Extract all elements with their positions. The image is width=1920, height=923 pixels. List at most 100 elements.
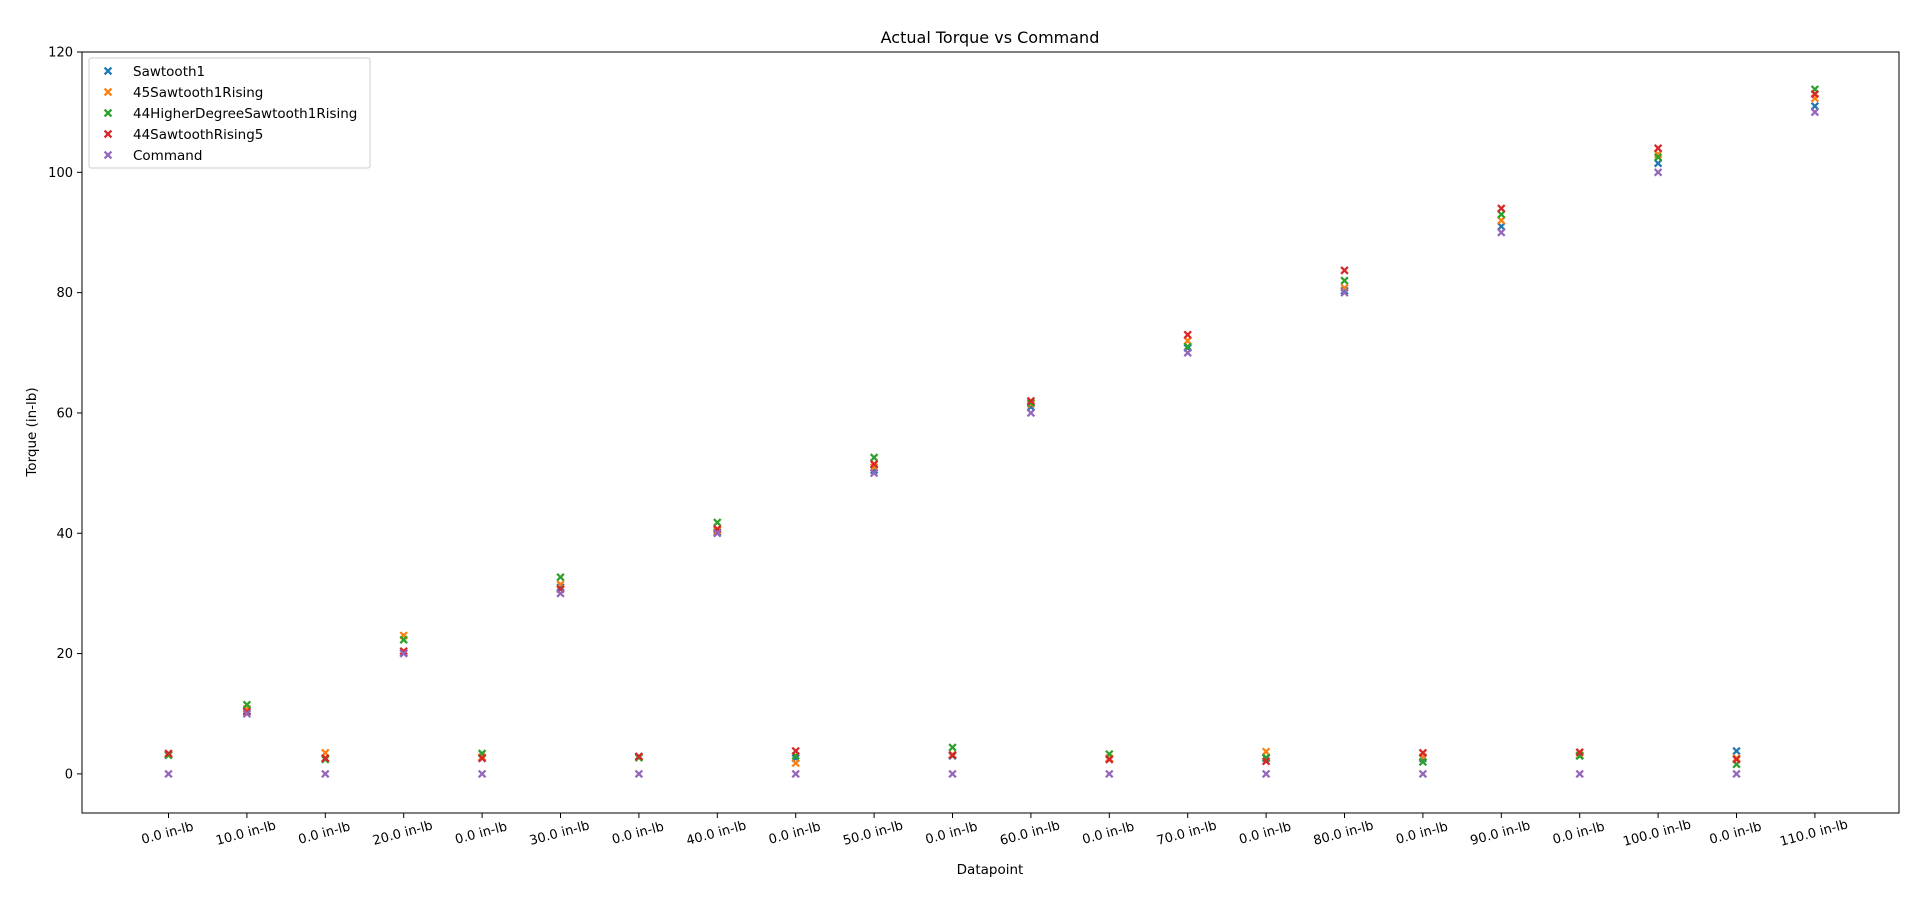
data-point bbox=[556, 589, 565, 598]
data-point bbox=[1183, 348, 1192, 357]
data-point bbox=[791, 758, 800, 768]
legend-marker bbox=[103, 66, 113, 76]
data-point bbox=[1653, 168, 1663, 177]
data-point bbox=[321, 769, 330, 779]
data-point bbox=[242, 707, 252, 717]
legend-marker bbox=[103, 87, 113, 97]
data-point bbox=[164, 749, 173, 758]
legend-entry: 44SawtoothRising5 bbox=[133, 127, 263, 143]
data-point bbox=[634, 752, 644, 761]
legend-entry: Command bbox=[133, 148, 202, 164]
x-tick-label: 50.0 in-lb bbox=[842, 818, 905, 848]
x-tick-label: 0.0 in-lb bbox=[767, 819, 822, 847]
y-tick-label: 120 bbox=[48, 46, 73, 61]
data-point bbox=[1340, 276, 1349, 285]
x-tick-label: 10.0 in-lb bbox=[214, 818, 277, 848]
data-point bbox=[948, 743, 957, 752]
data-point bbox=[1810, 101, 1820, 111]
y-tick-label: 100 bbox=[48, 166, 73, 181]
x-tick-label: 0.0 in-lb bbox=[297, 819, 352, 847]
data-point bbox=[791, 769, 800, 779]
y-tick-label: 40 bbox=[56, 527, 73, 542]
data-point bbox=[1653, 159, 1663, 168]
legend-box bbox=[88, 57, 371, 169]
data-point bbox=[164, 751, 173, 760]
data-point bbox=[1026, 396, 1036, 406]
y-axis-label: Torque (in-lb) bbox=[24, 387, 40, 477]
x-tick-label: 0.0 in-lb bbox=[924, 819, 979, 847]
x-tick-label: 70.0 in-lb bbox=[1155, 818, 1218, 848]
data-point bbox=[869, 459, 879, 469]
data-point bbox=[1105, 755, 1114, 764]
data-point bbox=[477, 754, 487, 763]
legend-entry: 45Sawtooth1Rising bbox=[133, 85, 263, 101]
x-tick-label: 60.0 in-lb bbox=[998, 818, 1061, 848]
data-point bbox=[1105, 769, 1114, 779]
data-point bbox=[477, 769, 487, 779]
data-point bbox=[1026, 408, 1036, 418]
data-point bbox=[1732, 755, 1741, 764]
data-point bbox=[1810, 89, 1820, 99]
data-point bbox=[1497, 204, 1506, 213]
data-point bbox=[1340, 266, 1349, 275]
data-point bbox=[1732, 769, 1741, 779]
data-point bbox=[791, 746, 800, 756]
data-point bbox=[1261, 757, 1271, 766]
data-point bbox=[948, 751, 957, 760]
data-point bbox=[1261, 747, 1271, 756]
data-point bbox=[1183, 336, 1192, 345]
data-point bbox=[242, 700, 252, 709]
x-tick-label: 0.0 in-lb bbox=[1394, 819, 1449, 847]
x-tick-label: 20.0 in-lb bbox=[371, 818, 434, 848]
y-tick-label: 20 bbox=[56, 647, 73, 662]
x-tick-label: 0.0 in-lb bbox=[1551, 819, 1606, 847]
data-point bbox=[1497, 222, 1506, 231]
data-point bbox=[1497, 216, 1506, 225]
x-tick-label: 40.0 in-lb bbox=[685, 818, 748, 848]
data-point bbox=[634, 769, 644, 779]
chart-title: Actual Torque vs Command bbox=[881, 28, 1100, 47]
data-point bbox=[399, 646, 408, 656]
series-4 bbox=[164, 107, 1820, 779]
x-tick-label: 0.0 in-lb bbox=[610, 819, 665, 847]
data-point bbox=[1183, 342, 1192, 351]
data-point bbox=[1810, 107, 1820, 117]
data-point bbox=[242, 709, 252, 718]
series-3 bbox=[164, 89, 1820, 766]
data-point bbox=[1497, 228, 1506, 237]
data-point bbox=[1026, 398, 1036, 407]
data-point bbox=[399, 635, 408, 644]
data-point bbox=[1261, 769, 1271, 779]
x-tick-label: 100.0 in-lb bbox=[1622, 817, 1693, 850]
y-tick-label: 60 bbox=[56, 406, 73, 421]
data-point bbox=[1653, 144, 1663, 153]
legend-marker bbox=[103, 150, 113, 160]
y-tick-label: 80 bbox=[56, 286, 73, 301]
x-tick-label: 0.0 in-lb bbox=[1081, 819, 1136, 847]
x-tick-label: 80.0 in-lb bbox=[1312, 818, 1375, 848]
x-tick-label: 0.0 in-lb bbox=[1708, 819, 1763, 847]
data-point bbox=[869, 453, 879, 462]
data-point bbox=[713, 518, 722, 527]
data-point bbox=[1340, 288, 1349, 297]
y-axis: 0 20 40 60 80 100 120 bbox=[48, 46, 82, 782]
x-tick-label: 110.0 in-lb bbox=[1778, 817, 1849, 850]
data-point bbox=[1653, 153, 1663, 162]
x-axis: 0.0 in-lb 10.0 in-lb 0.0 in-lb 20.0 in-lb 0.… bbox=[140, 813, 1850, 850]
data-point bbox=[713, 529, 722, 538]
x-tick-label: 0.0 in-lb bbox=[1238, 819, 1293, 847]
data-point bbox=[164, 769, 173, 779]
x-tick-label: 0.0 in-lb bbox=[454, 819, 509, 847]
data-point bbox=[1418, 748, 1428, 758]
data-marks bbox=[164, 85, 1820, 779]
legend-marker bbox=[103, 129, 113, 139]
data-point bbox=[1732, 746, 1741, 756]
data-point bbox=[1183, 330, 1192, 339]
data-point bbox=[1418, 769, 1428, 779]
data-point bbox=[1497, 210, 1506, 219]
data-point bbox=[556, 572, 565, 582]
x-tick-label: 90.0 in-lb bbox=[1469, 818, 1532, 848]
legend-entry: Sawtooth1 bbox=[133, 64, 205, 80]
data-point bbox=[399, 649, 408, 658]
